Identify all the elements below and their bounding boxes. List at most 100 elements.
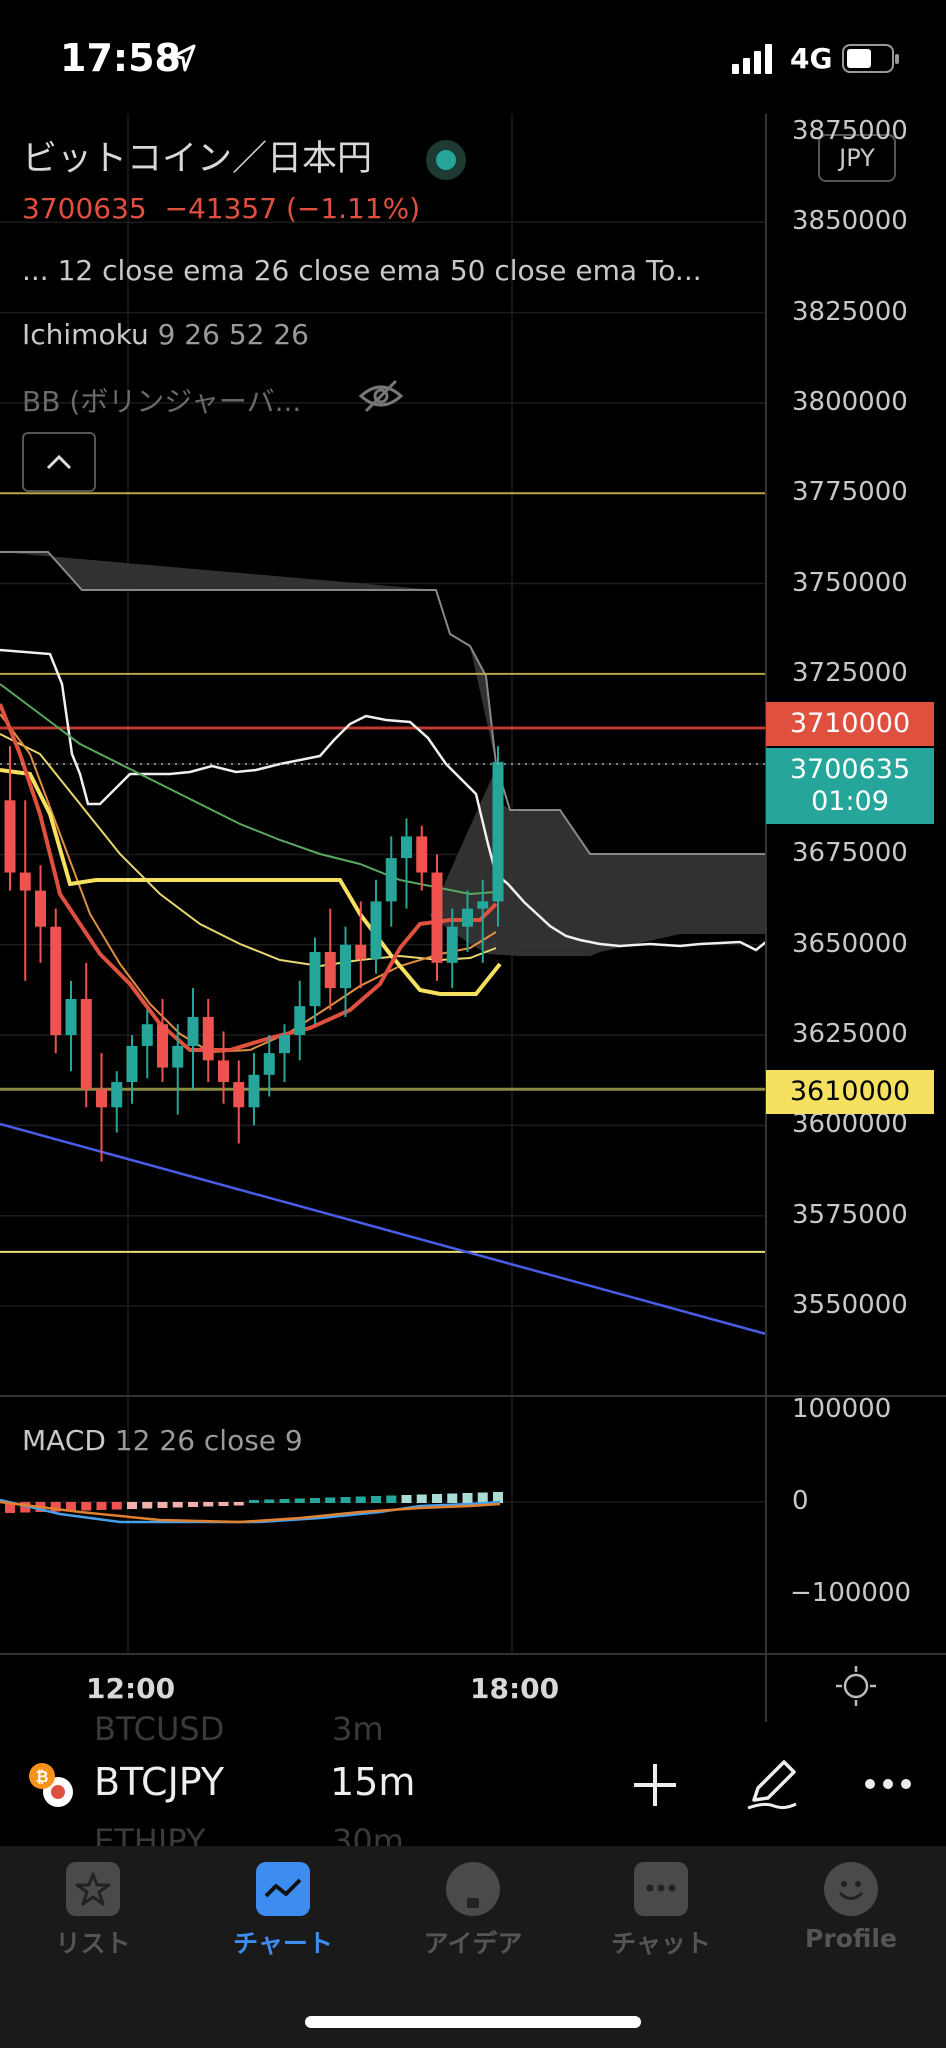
macd-bar xyxy=(249,1500,259,1503)
candle-body xyxy=(248,1074,260,1108)
symbol-title[interactable]: ビットコイン／日本円 xyxy=(22,139,373,179)
price-axis-label: 3725000 xyxy=(792,657,908,688)
smiley-icon xyxy=(824,1862,878,1916)
candle-body xyxy=(80,998,92,1090)
current-price-badge: 3700635 01:09 xyxy=(766,748,934,824)
candle-body xyxy=(309,951,321,1007)
candle xyxy=(462,890,473,952)
price-axis-label: 3550000 xyxy=(792,1290,908,1320)
macd-bar xyxy=(355,1496,366,1503)
ema-legend[interactable]: ... 12 close ema 26 close ema 50 close e… xyxy=(22,254,702,287)
candle-body xyxy=(416,836,428,873)
tab-profile[interactable]: Profile xyxy=(766,1862,936,1953)
candle xyxy=(401,818,412,909)
candle xyxy=(126,1035,138,1104)
candle xyxy=(263,1035,275,1097)
macd-bar xyxy=(142,1502,153,1509)
candle-body xyxy=(401,836,412,859)
price-chart[interactable] xyxy=(0,114,946,1722)
candle-body xyxy=(263,1053,275,1075)
svg-text:₿: ₿ xyxy=(35,1767,48,1786)
candle-body xyxy=(233,1082,245,1108)
tab-ideas[interactable]: アイデア xyxy=(388,1862,558,1960)
macd-legend[interactable]: MACD 12 26 close 9 xyxy=(22,1424,303,1457)
tab-chat[interactable]: チャット xyxy=(576,1862,746,1960)
ichimoku-white-line xyxy=(0,648,767,952)
candle-body xyxy=(4,800,16,873)
ichimoku-params: 9 26 52 26 xyxy=(157,318,309,351)
candle-body xyxy=(141,1024,153,1046)
battery-icon xyxy=(842,44,899,73)
interval-selector[interactable]: 15m xyxy=(330,1760,416,1804)
price-axis-label: 3625000 xyxy=(792,1019,908,1050)
drawing-pen-icon[interactable] xyxy=(744,1756,800,1812)
more-options-icon[interactable] xyxy=(864,1776,912,1792)
candle xyxy=(172,1024,184,1115)
candle-body xyxy=(492,761,504,902)
candle xyxy=(279,1024,290,1083)
tab-list-label: リスト xyxy=(55,1929,131,1958)
macd-params: 12 26 close 9 xyxy=(114,1424,303,1457)
price-change-line: 3700635 −41357 (−1.11%) xyxy=(22,192,420,225)
macd-bar xyxy=(218,1502,229,1506)
candle-body xyxy=(431,872,443,963)
price-axis-label: 3800000 xyxy=(792,386,908,417)
price-axis-label: 3825000 xyxy=(792,296,908,327)
candle xyxy=(248,1053,260,1126)
candle-body xyxy=(446,926,458,963)
macd-signal-line xyxy=(0,1500,501,1524)
network-type: 4G xyxy=(790,42,833,75)
tab-list[interactable]: リスト xyxy=(8,1862,178,1960)
candle xyxy=(4,746,16,891)
candle xyxy=(218,1031,229,1104)
collapse-legend-button[interactable] xyxy=(22,432,96,492)
candle-body xyxy=(35,890,46,927)
price-axis-label: 3650000 xyxy=(792,928,908,959)
settings-sun-icon[interactable] xyxy=(836,1666,876,1706)
candle-body xyxy=(462,908,473,927)
candle xyxy=(35,865,46,963)
ghost-prev-interval: 3m xyxy=(332,1710,384,1748)
candle xyxy=(111,1071,123,1133)
status-time: 17:58 xyxy=(60,36,181,80)
home-indicator xyxy=(305,2016,641,2028)
candle xyxy=(309,937,321,1025)
candle-body xyxy=(202,1017,214,1061)
macd-bar xyxy=(66,1502,76,1511)
price-axis-label: 3750000 xyxy=(792,567,908,598)
bb-legend[interactable]: BB (ボリンジャーバ... xyxy=(22,385,302,418)
ichimoku-legend[interactable]: Ichimoku 9 26 52 26 xyxy=(22,318,309,351)
candle-body xyxy=(126,1045,138,1083)
chat-icon xyxy=(634,1862,688,1916)
candle-body xyxy=(65,998,77,1036)
macd-bar xyxy=(20,1502,31,1513)
candle xyxy=(477,879,489,963)
candle-body xyxy=(340,944,351,989)
macd-bar xyxy=(233,1502,244,1506)
currency-button[interactable]: JPY xyxy=(818,134,896,182)
candle xyxy=(65,980,77,1072)
yellow-conversion-line xyxy=(0,768,502,996)
candle-body xyxy=(385,858,397,902)
candle-body xyxy=(172,1045,184,1068)
candle-body xyxy=(294,1006,306,1036)
market-status-icon xyxy=(426,140,466,180)
current-price-value: 3700635 xyxy=(789,754,911,785)
candle xyxy=(233,1060,245,1144)
btc-coin-icon: ₿ xyxy=(29,1763,73,1807)
candle xyxy=(431,854,443,981)
tab-chart[interactable]: チャート xyxy=(198,1862,368,1960)
macd-bar xyxy=(493,1492,503,1503)
candle-countdown: 01:09 xyxy=(811,786,889,817)
symbol-selector[interactable]: BTCJPY xyxy=(94,1760,225,1804)
macd-bar xyxy=(96,1502,107,1510)
add-icon[interactable] xyxy=(632,1762,678,1808)
candle xyxy=(96,1053,107,1162)
candle xyxy=(370,879,382,974)
macd-bar xyxy=(401,1495,412,1503)
macd-histogram xyxy=(5,1492,503,1513)
macd-bar xyxy=(264,1499,275,1503)
eye-hidden-icon[interactable] xyxy=(358,378,404,414)
candle-body xyxy=(19,872,31,891)
macd-bar xyxy=(172,1502,183,1508)
